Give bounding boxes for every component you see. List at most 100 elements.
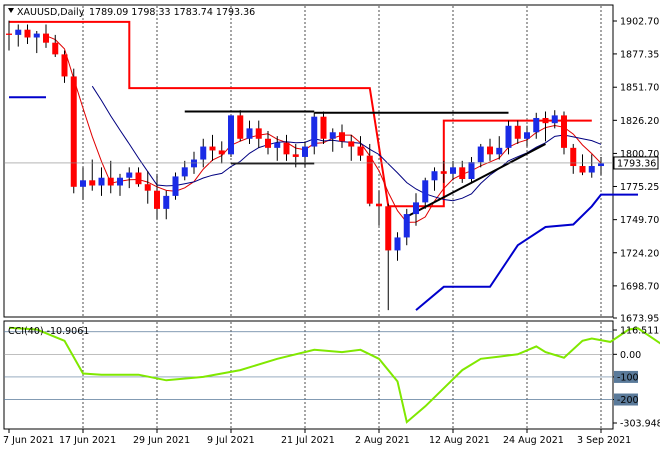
current-price-tag: 1793.36: [613, 156, 659, 170]
cci-level-tag: [614, 370, 638, 383]
candle: [440, 160, 447, 183]
candle-body: [505, 125, 512, 148]
candle: [496, 136, 503, 160]
candle: [80, 167, 86, 200]
candle: [274, 136, 281, 161]
price-tick-label: 1877.35: [620, 49, 659, 60]
candle-body: [6, 33, 12, 35]
candle-body: [61, 54, 68, 77]
cci-tick-label: -200: [617, 395, 639, 406]
candle: [265, 130, 271, 155]
candlesticks[interactable]: [6, 20, 604, 311]
candle-body: [246, 128, 253, 139]
candle: [255, 120, 262, 148]
date-tick-label: 12 Aug 2021: [429, 435, 490, 446]
date-tick-label: 7 Jun 2021: [3, 435, 54, 446]
candle: [394, 232, 401, 261]
candle-body: [283, 142, 290, 155]
candle: [6, 20, 12, 51]
candle: [431, 167, 438, 191]
candle: [524, 125, 530, 147]
candle-body: [394, 237, 401, 251]
indicator-levels: [4, 331, 613, 400]
candle: [218, 141, 225, 164]
candle: [283, 134, 290, 161]
candle-body: [181, 167, 188, 177]
candle: [579, 154, 586, 176]
candle: [15, 24, 22, 47]
price-tick-label: 1698.70: [620, 281, 659, 292]
cci-label: CCI(40) -10.9061: [8, 326, 89, 337]
candle-body: [218, 150, 225, 155]
upper-band-line: [9, 20, 592, 208]
candle-body: [255, 128, 262, 139]
candle: [135, 167, 142, 187]
cci-curve: [8, 326, 660, 424]
date-tick-label: 24 Aug 2021: [503, 435, 564, 446]
date-tick-label: 2 Aug 2021: [355, 435, 410, 446]
candle: [228, 115, 234, 157]
candle-body: [357, 146, 364, 156]
candle: [357, 136, 364, 161]
candle: [413, 193, 419, 226]
candle-body: [43, 33, 49, 43]
price-tick-label: 1673.95: [620, 314, 659, 325]
collapse-triangle-icon[interactable]: [8, 8, 14, 13]
candle-body: [570, 147, 577, 167]
candle: [61, 50, 68, 83]
candle-body: [107, 177, 114, 186]
candle-body: [172, 176, 179, 196]
candle-body: [450, 167, 456, 174]
candle-body: [237, 115, 244, 139]
date-tick-label: 21 Jul 2021: [281, 435, 335, 446]
candle: [422, 177, 429, 209]
price-tick-label: 1826.20: [620, 116, 659, 127]
candle-body: [542, 117, 549, 124]
trendline[interactable]: [406, 143, 546, 218]
candle-body: [89, 180, 96, 186]
candle: [514, 120, 521, 144]
candle: [181, 160, 188, 181]
indicator-axis: 116.5118 0.00 -100 -200 -303.9481: [613, 326, 660, 430]
candle-body: [70, 76, 77, 187]
candle: [403, 208, 410, 246]
date-tick-label: 17 Jun 2021: [59, 435, 116, 446]
candle-body: [422, 180, 429, 203]
cci-level-tag: [614, 393, 638, 406]
candle-body: [228, 115, 234, 155]
chart-frame: [3, 4, 614, 430]
candle: [459, 160, 466, 183]
candle-body: [348, 141, 355, 147]
candle: [292, 143, 299, 168]
candle: [376, 190, 382, 226]
candle-body: [265, 138, 271, 148]
candle-body: [551, 115, 558, 124]
candle: [98, 167, 105, 196]
candle-body: [15, 29, 22, 35]
price-tick-label: 1724.20: [620, 248, 659, 259]
candle: [154, 173, 160, 220]
candle: [117, 173, 123, 196]
candle-body: [144, 184, 151, 191]
candle-body: [561, 115, 567, 148]
candle-body: [376, 203, 382, 207]
cci-line: [8, 326, 660, 424]
price-tick-label: 1851.70: [620, 83, 659, 94]
candle-body: [98, 177, 105, 186]
date-axis: 7 Jun 2021 17 Jun 2021 29 Jun 2021 9 Jul 20…: [3, 429, 631, 446]
candle: [570, 143, 577, 174]
candle: [533, 112, 540, 139]
candle: [70, 68, 77, 194]
chart-header: XAUUSD,Daily 1789.09 1798.33 1783.74 179…: [8, 7, 255, 18]
candle: [163, 190, 170, 220]
candle-body: [80, 180, 86, 187]
candle: [487, 138, 493, 161]
candle: [126, 167, 133, 189]
candle-body: [487, 146, 493, 155]
candle-body: [579, 166, 586, 173]
candle: [477, 143, 484, 168]
trendlines[interactable]: [184, 110, 546, 218]
lower-band-line: [415, 193, 638, 311]
candle-body: [163, 195, 170, 209]
